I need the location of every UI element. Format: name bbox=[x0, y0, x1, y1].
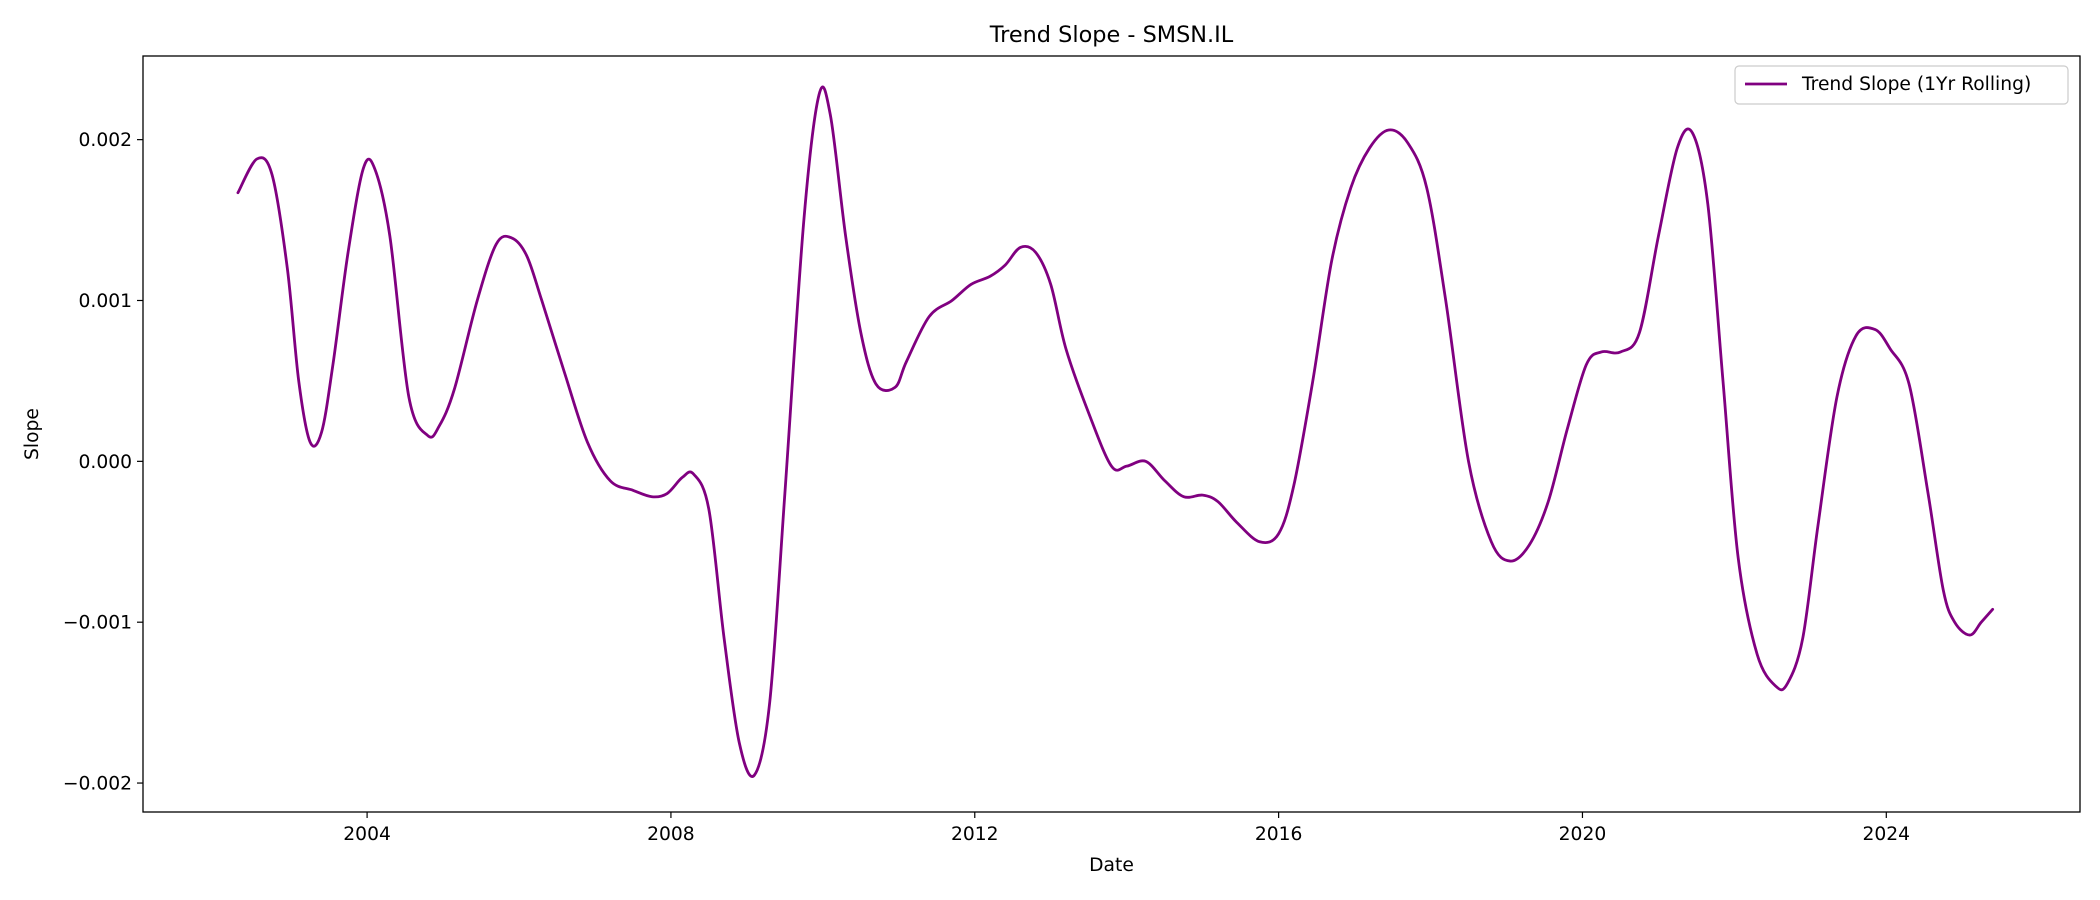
y-axis: −0.002 −0.001 0.000 0.001 0.002 bbox=[63, 130, 143, 795]
legend: Trend Slope (1Yr Rolling) bbox=[1734, 65, 2069, 105]
legend-label: Trend Slope (1Yr Rolling) bbox=[1801, 74, 2031, 95]
y-tick-label: −0.001 bbox=[63, 613, 132, 634]
x-tick-label: 2012 bbox=[951, 824, 999, 845]
x-tick-label: 2008 bbox=[647, 824, 695, 845]
series-line bbox=[236, 85, 1995, 778]
x-tick-label: 2016 bbox=[1255, 824, 1303, 845]
y-tick-label: −0.002 bbox=[63, 774, 132, 795]
legend-box bbox=[1734, 65, 2069, 105]
y-tick-label: 0.001 bbox=[79, 291, 133, 312]
plot-area bbox=[236, 85, 1995, 778]
x-axis-label: Date bbox=[1089, 855, 1134, 876]
chart-title: Trend Slope - SMSN.IL bbox=[989, 22, 1234, 48]
plot-frame bbox=[142, 55, 2081, 813]
x-axis: 2004 2008 2012 2016 2020 2024 bbox=[343, 812, 1910, 845]
y-tick-label: 0.002 bbox=[79, 130, 133, 151]
y-tick-label: 0.000 bbox=[79, 452, 133, 473]
y-axis-label: Slope bbox=[22, 408, 43, 460]
x-tick-label: 2024 bbox=[1863, 824, 1911, 845]
x-tick-label: 2020 bbox=[1559, 824, 1607, 845]
x-tick-label: 2004 bbox=[343, 824, 391, 845]
